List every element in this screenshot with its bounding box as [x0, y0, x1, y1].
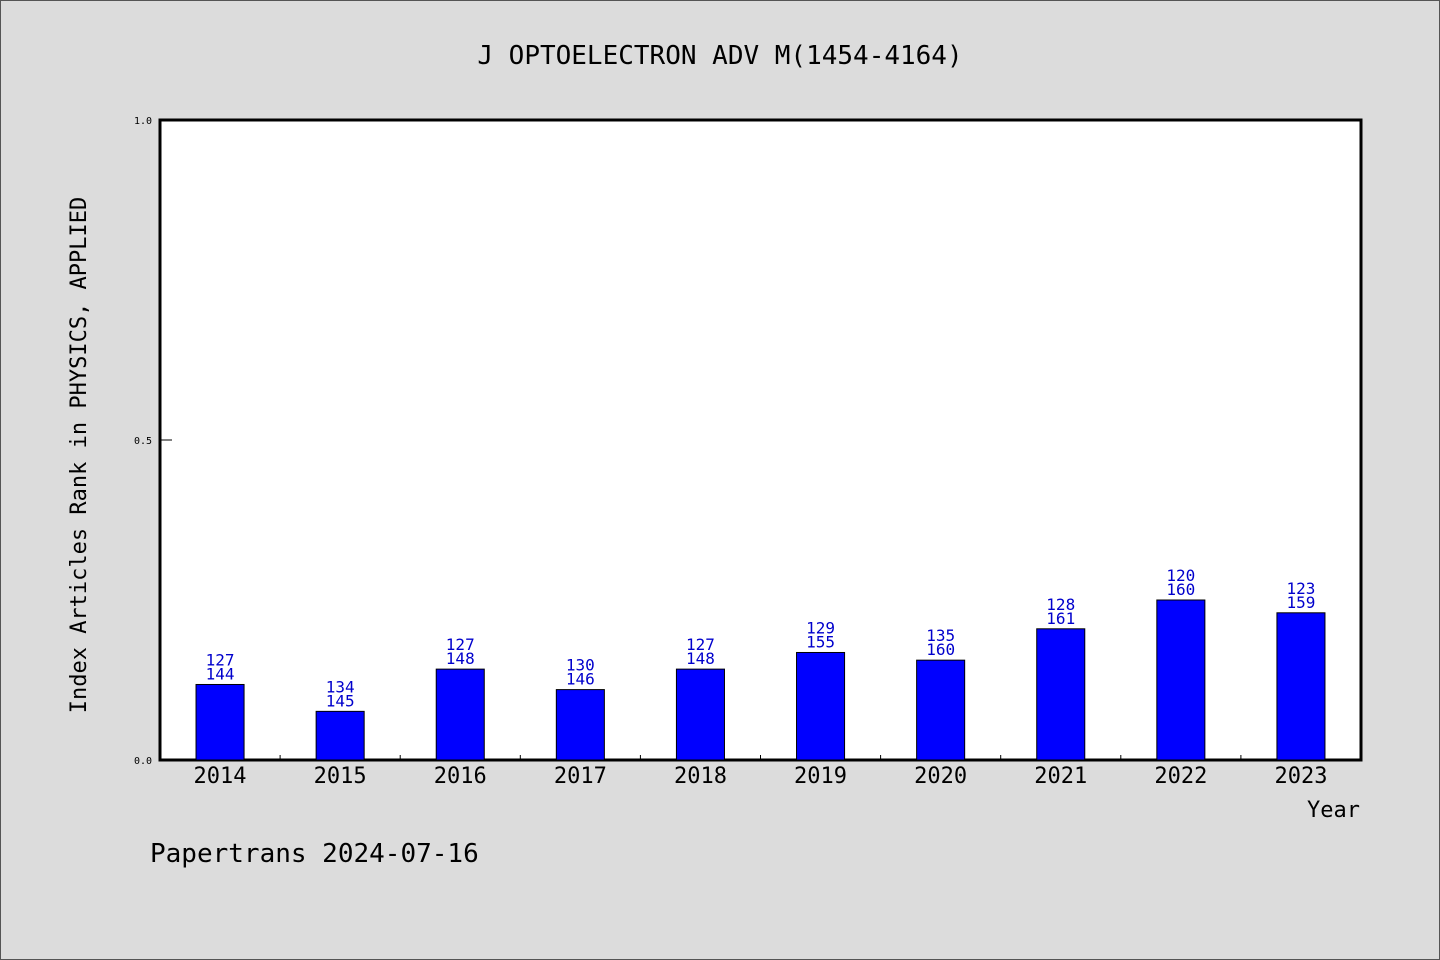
- y-tick-label: 0.0: [134, 756, 152, 767]
- bar: [916, 659, 966, 761]
- bar: [1156, 599, 1206, 761]
- bar: [435, 668, 485, 761]
- bar: [796, 651, 846, 761]
- bar-total-label: 159: [1286, 593, 1315, 612]
- x-tick-label: 2019: [794, 764, 847, 789]
- bar-total-label: 144: [206, 664, 235, 683]
- x-tick-label: 2017: [554, 764, 607, 789]
- bar: [555, 689, 605, 761]
- y-tick-label: 0.5: [134, 436, 152, 447]
- bar: [1276, 612, 1326, 761]
- y-axis: 0.0 0.5 1.0: [134, 116, 172, 767]
- x-tick-label: 2020: [914, 764, 967, 789]
- bar-total-label: 148: [686, 649, 715, 668]
- x-tick-label: 2022: [1154, 764, 1207, 789]
- bar-total-label: 161: [1046, 609, 1075, 628]
- x-tick-label: 2018: [674, 764, 727, 789]
- bar: [675, 668, 725, 761]
- bar-rank-label: 134: [326, 677, 355, 696]
- bar-total-label: 145: [326, 691, 355, 710]
- x-axis-label: Year: [1307, 798, 1360, 823]
- bar-total-label: 155: [806, 632, 835, 651]
- y-tick-label: 1.0: [134, 116, 152, 127]
- x-tick-label: 2021: [1034, 764, 1087, 789]
- x-tick-label: 2014: [194, 764, 247, 789]
- bar-rank-label: 129: [806, 618, 835, 637]
- bar-rank-label: 130: [566, 656, 595, 675]
- x-axis: 2014 2015 2016 2017 2018 2019 2020 2021 2022 2023: [194, 755, 1327, 789]
- x-tick-label: 2016: [434, 764, 487, 789]
- bar-rank-label: 123: [1286, 579, 1315, 598]
- bar-series: [195, 599, 1326, 761]
- bar: [315, 710, 365, 761]
- bar: [195, 683, 245, 761]
- bar-rank-label: 127: [686, 635, 715, 654]
- bar-rank-label: 127: [206, 650, 235, 669]
- bar-rank-label: 127: [446, 635, 475, 654]
- bar-total-label: 146: [566, 670, 595, 689]
- bar: [1036, 628, 1086, 761]
- bar-rank-label: 135: [926, 626, 955, 645]
- bar-rank-label: 128: [1046, 595, 1075, 614]
- bar-total-label: 160: [926, 640, 955, 659]
- bar-total-label: 160: [1166, 580, 1195, 599]
- chart-title: J OPTOELECTRON ADV M(1454-4164): [477, 41, 962, 71]
- x-tick-label: 2023: [1274, 764, 1327, 789]
- footer-credit: Papertrans 2024-07-16: [150, 839, 479, 869]
- y-axis-label: Index Articles Rank in PHYSICS, APPLIED: [67, 197, 92, 714]
- bar-total-label: 148: [446, 649, 475, 668]
- bar-rank-label: 120: [1166, 566, 1195, 585]
- x-tick-label: 2015: [314, 764, 367, 789]
